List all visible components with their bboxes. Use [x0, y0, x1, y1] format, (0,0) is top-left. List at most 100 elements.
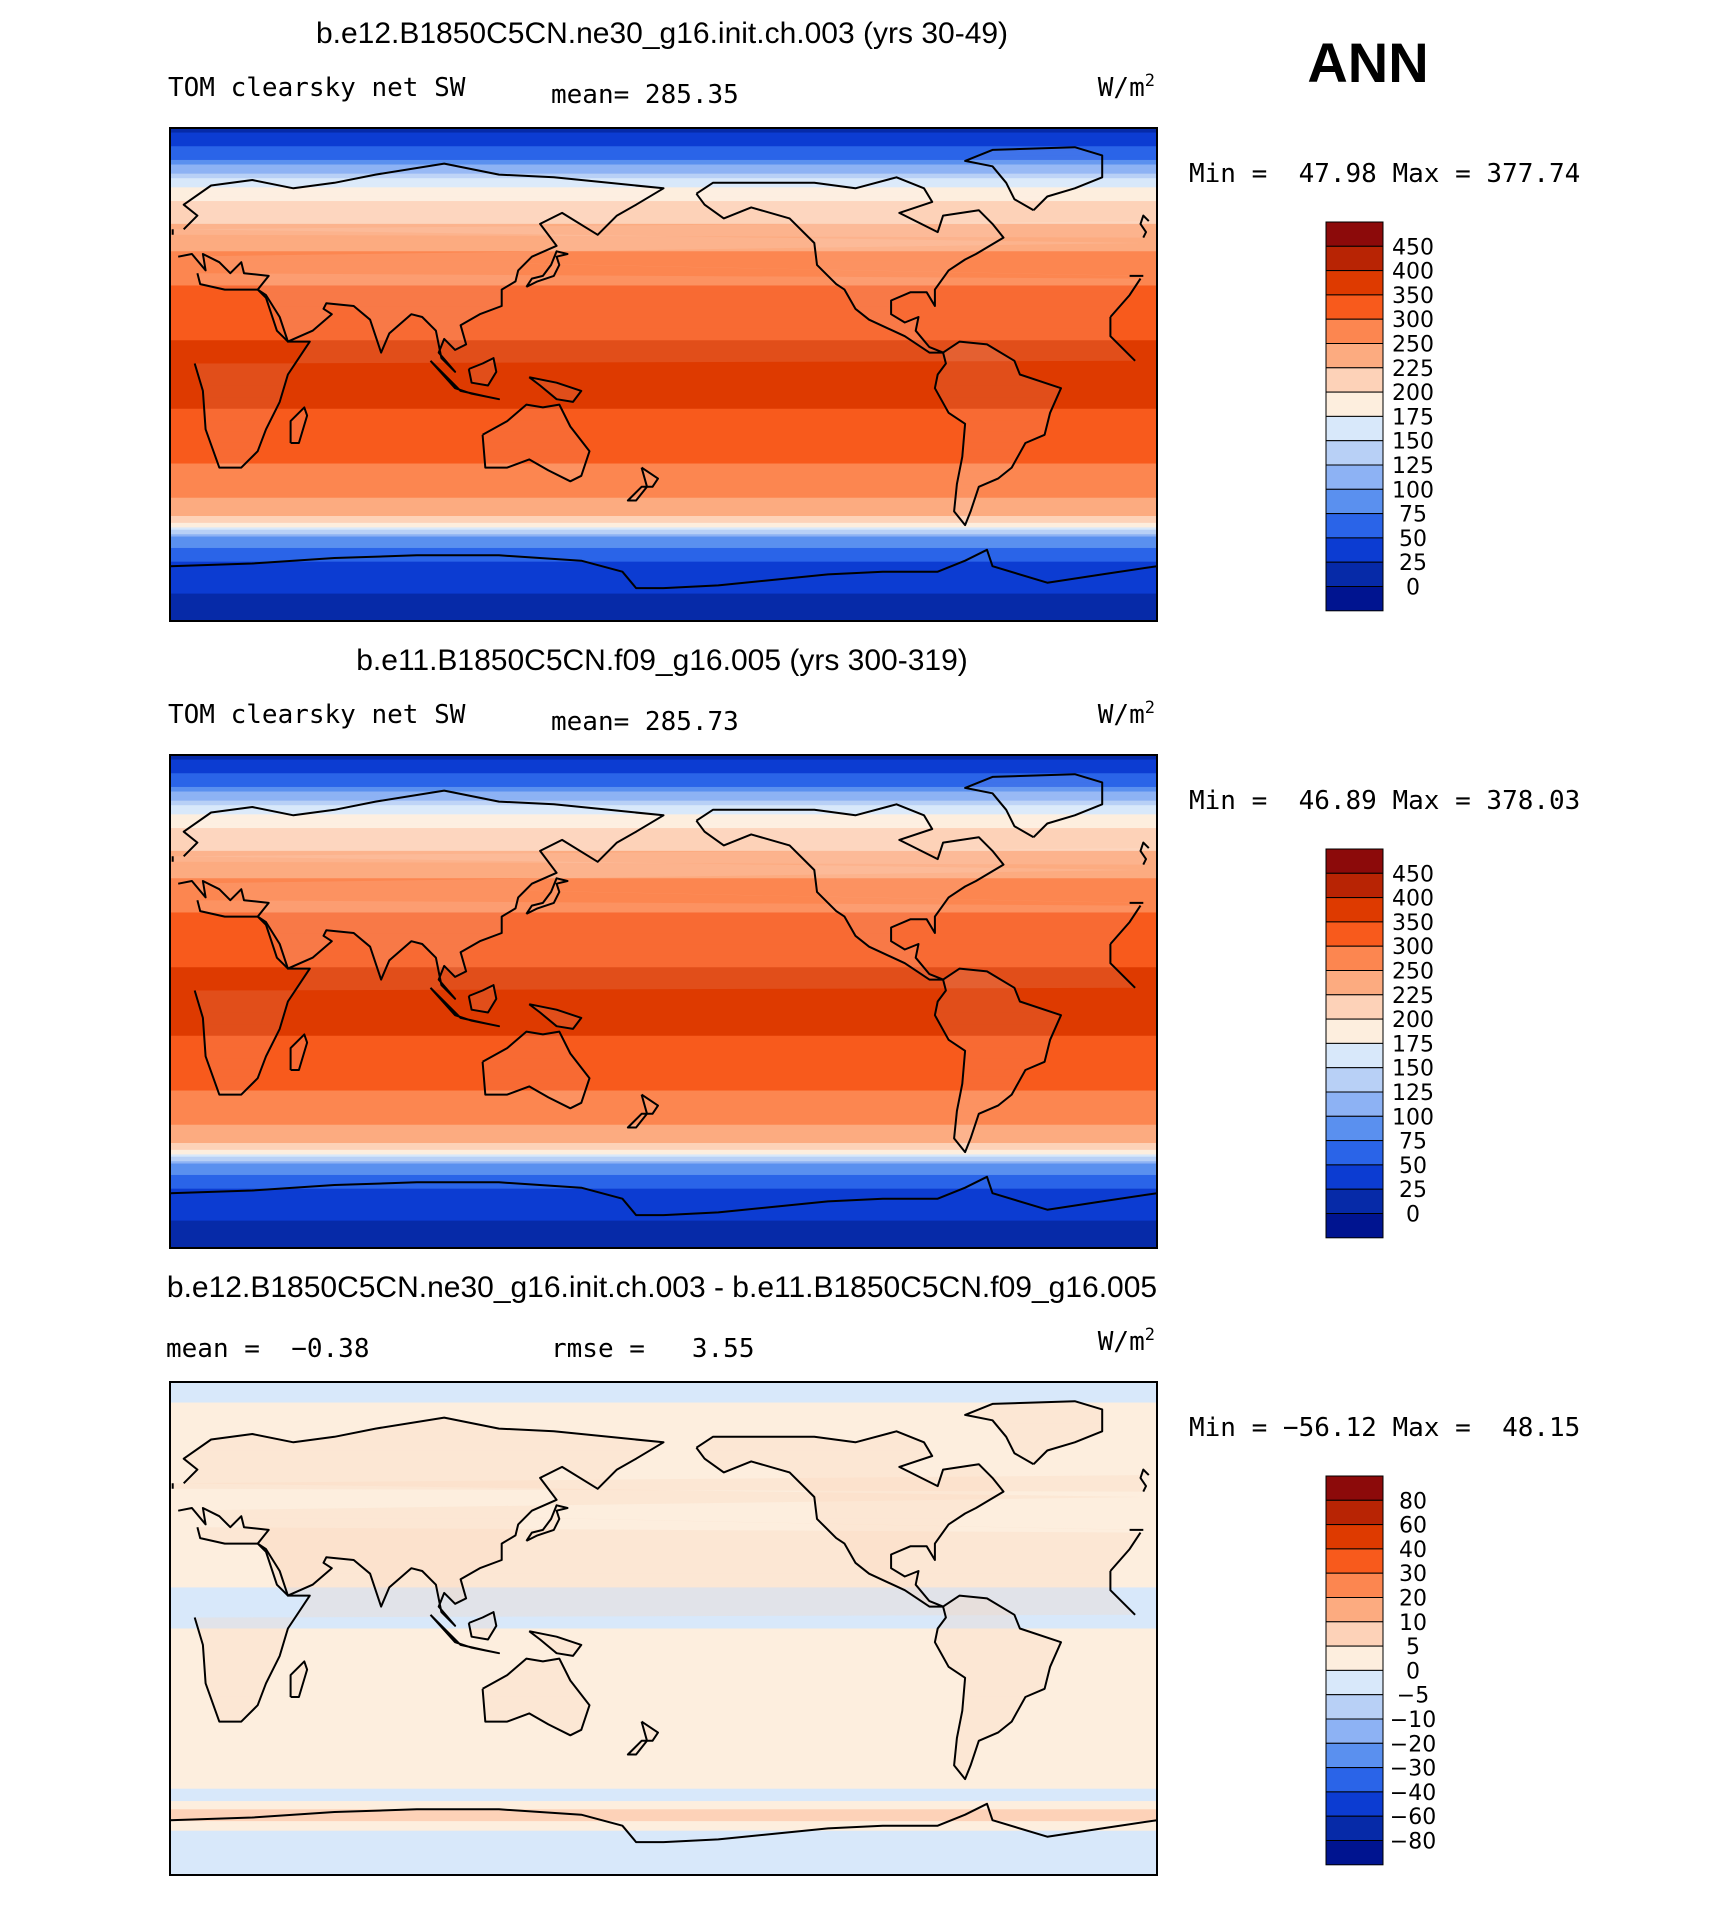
coastline-borneo — [467, 357, 498, 387]
land-tint-australia — [482, 404, 590, 482]
zonal-band — [170, 1083, 1157, 1092]
land-tint-south_america — [934, 1595, 1061, 1780]
colorbar-swatch — [1325, 1475, 1384, 1501]
zonal-band — [170, 818, 1157, 825]
zonal-band — [170, 1637, 1157, 1648]
zonal-band — [170, 1798, 1157, 1802]
zonal-band — [170, 527, 1157, 531]
land-tint-greenland — [965, 147, 1103, 211]
zonal-band — [170, 536, 1157, 540]
zonal-band — [170, 1147, 1157, 1151]
coastline-australia — [481, 403, 591, 483]
zonal-band — [170, 493, 1157, 499]
colorbar-swatch — [1325, 1524, 1384, 1550]
colorbar-tick-label: 300 — [1392, 935, 1434, 960]
zonal-band — [170, 1655, 1157, 1678]
zonal-band — [170, 128, 1157, 134]
panel-2-map — [170, 755, 1157, 1248]
zonal-band — [170, 837, 1157, 843]
coastline-madagascar — [289, 406, 309, 444]
zonal-band — [170, 1610, 1157, 1620]
zonal-band — [170, 210, 1157, 216]
panel-3-rmse-label: rmse = 3.55 — [551, 1334, 755, 1364]
zonal-band — [170, 882, 1157, 888]
colorbar-swatch — [1325, 561, 1384, 588]
zonal-band — [170, 1165, 1157, 1171]
zonal-band — [170, 1578, 1157, 1584]
zonal-band — [170, 796, 1157, 802]
zonal-band — [170, 1152, 1157, 1156]
colorbar-tick-label: 0 — [1406, 1659, 1420, 1684]
coastline-africa — [193, 1526, 1142, 1723]
colorbar-swatch — [1325, 367, 1384, 393]
zonal-band — [170, 223, 1157, 230]
colorbar-tick-label: 80 — [1399, 1489, 1427, 1514]
zonal-band — [170, 1443, 1157, 1452]
zonal-band — [170, 1676, 1157, 1698]
zonal-band — [170, 1806, 1157, 1810]
land-tint-madagascar — [290, 1661, 308, 1697]
colorbar-tick-label: 75 — [1399, 503, 1427, 528]
coastline-south_america — [933, 340, 1062, 527]
zonal-band — [170, 777, 1157, 783]
zonal-band — [170, 755, 1157, 761]
colorbar-tick-label: 400 — [1392, 887, 1434, 912]
colorbar-swatch — [1325, 1499, 1384, 1526]
coastline-greenland — [964, 146, 1104, 212]
zonal-band — [170, 169, 1157, 175]
zonal-band — [170, 1035, 1157, 1048]
colorbar-swatch — [1325, 970, 1384, 996]
zonal-band — [170, 1587, 1157, 1593]
zonal-band — [170, 1779, 1157, 1783]
zonal-band — [170, 1814, 1157, 1819]
coastline-africa — [193, 272, 1142, 469]
zonal-band — [170, 1582, 1157, 1589]
colorbar-swatch — [1325, 1718, 1384, 1744]
colorbar-tick-label: 25 — [1399, 1178, 1427, 1203]
zonal-band — [170, 408, 1157, 421]
zonal-band — [170, 1840, 1157, 1849]
zonal-band — [170, 1817, 1157, 1822]
zonal-band — [170, 187, 1157, 193]
land-tint-britain — [172, 842, 1149, 865]
zonal-band — [170, 864, 1157, 870]
zonal-band — [170, 237, 1157, 243]
colorbar-tick-label: −5 — [1397, 1684, 1429, 1709]
zonal-band — [170, 232, 1157, 239]
zonal-band — [170, 228, 1157, 234]
panel-2-minmax: Min = 46.89 Max = 378.03 — [1189, 786, 1580, 816]
zonal-band — [170, 1500, 1157, 1520]
zonal-band — [170, 584, 1157, 595]
panel-2-variable-label: TOM clearsky net SW — [168, 700, 466, 730]
coastline-south_america — [933, 1594, 1062, 1781]
zonal-band — [170, 299, 1157, 307]
coastline-australia — [481, 1030, 591, 1110]
zonal-band — [170, 477, 1157, 485]
zonal-band — [170, 1058, 1157, 1071]
zonal-band — [170, 809, 1157, 815]
zonal-band — [170, 520, 1157, 524]
land-tint-north_america — [696, 1431, 1004, 1607]
coastline-madagascar — [289, 1033, 309, 1071]
zonal-band — [170, 1423, 1157, 1431]
zonal-band — [170, 201, 1157, 207]
zonal-band — [170, 150, 1157, 156]
zonal-band — [170, 1803, 1157, 1808]
colorbar-tick-label: 30 — [1399, 1562, 1427, 1587]
zonal-band — [170, 1785, 1157, 1790]
colorbar-swatch — [1325, 513, 1384, 539]
zonal-band — [170, 340, 1157, 353]
zonal-band — [170, 1388, 1157, 1397]
colorbar-tick-label: 5 — [1406, 1635, 1420, 1660]
colorbar-swatch — [1325, 1042, 1384, 1069]
zonal-band — [170, 1124, 1157, 1130]
land-tint-eurasia — [170, 163, 1144, 372]
panel-1-map-frame — [169, 127, 1158, 622]
zonal-band — [170, 1416, 1157, 1424]
zonal-band — [170, 1188, 1157, 1194]
colorbar-tick-label: 125 — [1392, 454, 1434, 479]
zonal-band — [170, 1174, 1157, 1181]
zonal-band — [170, 967, 1157, 980]
panel-1-minmax: Min = 47.98 Max = 377.74 — [1189, 159, 1580, 189]
